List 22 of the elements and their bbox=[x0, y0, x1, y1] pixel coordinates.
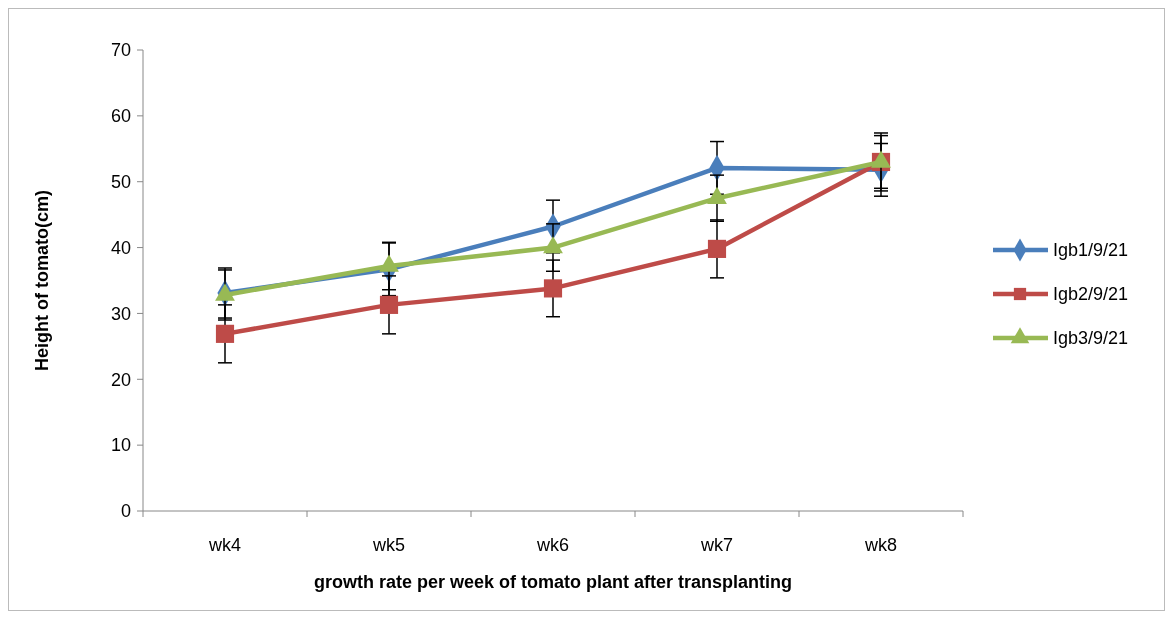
y-tick-label: 10 bbox=[110, 435, 131, 456]
y-axis-title: Height of tomato(cm) bbox=[32, 190, 52, 371]
x-tick-label: wk4 bbox=[207, 535, 242, 555]
x-tick-label: wk7 bbox=[699, 535, 734, 555]
x-tick-label: wk5 bbox=[371, 535, 406, 555]
legend-label: Igb3/9/21 bbox=[1053, 328, 1129, 349]
point bbox=[543, 279, 563, 298]
point bbox=[707, 239, 727, 258]
y-tick-label: 40 bbox=[110, 237, 131, 258]
x-tick-label: wk6 bbox=[535, 535, 570, 555]
x-tick-label: wk8 bbox=[863, 535, 898, 555]
y-tick-label: 60 bbox=[110, 106, 131, 127]
y-tick-label: 30 bbox=[110, 303, 131, 324]
y-tick-label: 70 bbox=[110, 40, 131, 61]
legend-label: Igb2/9/21 bbox=[1053, 284, 1129, 305]
point bbox=[215, 324, 235, 343]
x-axis-title: growth rate per week of tomato plant after transplanting bbox=[313, 572, 793, 592]
y-tick-label: 20 bbox=[110, 369, 131, 390]
point bbox=[379, 295, 399, 314]
legend-label: Igb1/9/21 bbox=[1053, 240, 1129, 261]
y-tick-label: 0 bbox=[120, 501, 131, 522]
y-tick-label: 50 bbox=[110, 172, 131, 193]
